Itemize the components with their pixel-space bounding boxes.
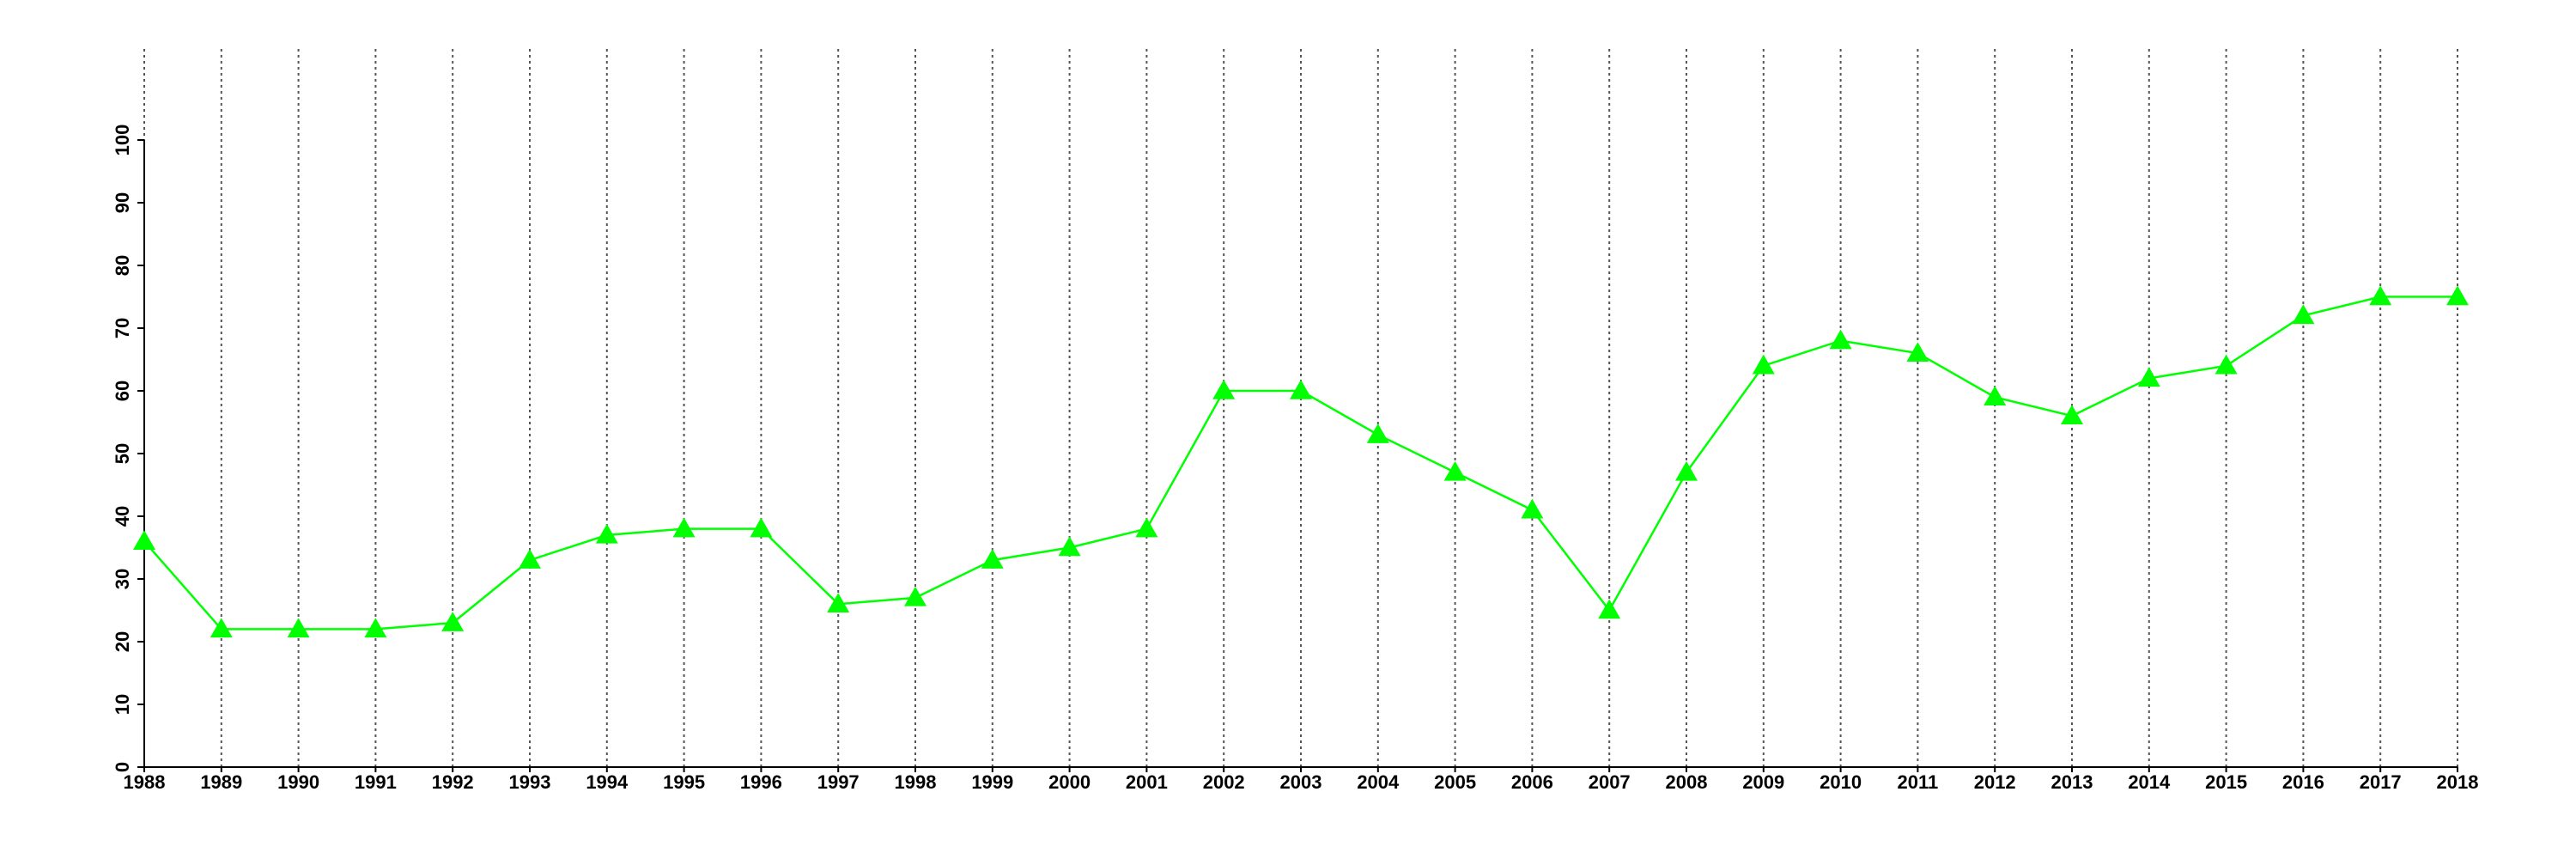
marker	[981, 549, 1004, 569]
y-tick-label: 60	[112, 381, 133, 401]
marker	[210, 618, 233, 638]
marker	[1675, 460, 1698, 481]
marker	[1135, 517, 1158, 538]
x-tick-label: 1989	[200, 771, 242, 793]
x-tick-label: 2012	[1974, 771, 2016, 793]
marker	[287, 618, 310, 638]
marker	[2215, 354, 2238, 375]
marker	[672, 517, 696, 538]
x-tick-label: 1997	[817, 771, 860, 793]
x-tick-label: 2008	[1666, 771, 1708, 793]
y-tick-label: 20	[112, 631, 133, 652]
marker	[1984, 386, 2007, 406]
x-tick-label: 2002	[1203, 771, 1245, 793]
y-tick-label: 30	[112, 569, 133, 589]
x-tick-label: 1993	[509, 771, 551, 793]
marker	[2061, 405, 2083, 424]
marker	[1366, 423, 1389, 443]
y-tick-label: 90	[112, 192, 133, 213]
x-tick-label: 2013	[2051, 771, 2093, 793]
y-tick-label: 10	[112, 694, 133, 715]
marker	[750, 517, 773, 538]
x-tick-label: 2011	[1898, 771, 1939, 793]
marker	[133, 530, 155, 550]
marker	[441, 612, 465, 631]
x-tick-label: 1990	[277, 771, 319, 793]
x-tick-label: 2014	[2128, 771, 2171, 793]
x-tick-label: 2000	[1048, 771, 1091, 793]
marker	[1290, 380, 1312, 399]
x-tick-label: 1992	[432, 771, 474, 793]
marker	[1443, 460, 1467, 481]
x-tick-label: 2010	[1820, 771, 1862, 793]
y-tick-label: 70	[112, 318, 133, 338]
marker	[1752, 354, 1775, 375]
x-tick-label: 2017	[2360, 771, 2402, 793]
x-tick-label: 2005	[1434, 771, 1476, 793]
marker	[2292, 304, 2315, 325]
marker	[2446, 285, 2469, 306]
x-tick-label: 1991	[355, 771, 397, 793]
x-tick-label: 2016	[2282, 771, 2324, 793]
x-tick-label: 2003	[1280, 771, 1322, 793]
marker	[827, 593, 850, 612]
x-tick-label: 1994	[586, 771, 629, 793]
marker	[1521, 498, 1544, 519]
y-tick-label: 100	[112, 125, 133, 156]
marker	[1058, 536, 1081, 557]
marker	[2137, 367, 2160, 387]
y-tick-label: 80	[112, 255, 133, 276]
x-tick-label: 1996	[740, 771, 782, 793]
y-tick-label: 50	[112, 443, 133, 464]
marker	[595, 523, 618, 544]
marker	[1829, 329, 1852, 350]
marker	[2369, 285, 2392, 306]
marker	[519, 549, 541, 569]
x-tick-label: 1995	[663, 771, 705, 793]
x-tick-label: 2007	[1589, 771, 1631, 793]
marker	[364, 618, 387, 638]
x-tick-label: 1988	[124, 771, 166, 793]
x-tick-label: 2004	[1357, 771, 1400, 793]
x-tick-label: 1999	[971, 771, 1013, 793]
marker	[1598, 599, 1621, 619]
y-tick-label: 0	[112, 762, 133, 772]
marker	[1906, 342, 1929, 362]
y-tick-label: 40	[112, 506, 133, 527]
x-tick-label: 2018	[2437, 771, 2479, 793]
x-tick-label: 2009	[1742, 771, 1784, 793]
x-tick-label: 2006	[1511, 771, 1553, 793]
marker	[904, 586, 927, 606]
x-tick-label: 2001	[1126, 771, 1168, 793]
marker	[1212, 380, 1236, 399]
x-tick-label: 1998	[895, 771, 937, 793]
x-tick-label: 2015	[2205, 771, 2247, 793]
